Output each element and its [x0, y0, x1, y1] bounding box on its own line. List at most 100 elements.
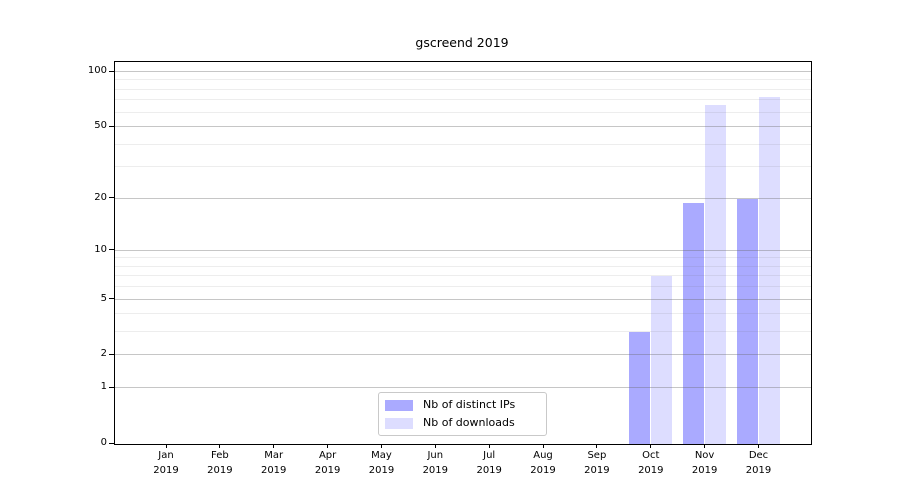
gridline-major-2 — [115, 354, 811, 356]
month-year: 2019 — [691, 464, 718, 476]
month-name: Dec — [748, 450, 769, 461]
month-name: Aug — [533, 450, 553, 461]
month-name: Jan — [158, 450, 174, 461]
x-tick-mark-mar — [273, 444, 275, 448]
month-name: Feb — [211, 450, 229, 461]
y-tick-mark-2 — [109, 353, 114, 355]
gridline-minor-90 — [115, 79, 811, 81]
x-tick-mark-dec — [758, 444, 759, 448]
month-name: Sep — [587, 450, 607, 461]
y-tick-mark-100 — [109, 70, 114, 72]
x-tick-label-dec: Dec 2019 — [732, 449, 786, 478]
x-tick-label-may: May 2019 — [355, 449, 409, 478]
x-tick-label-nov: Nov 2019 — [678, 449, 732, 478]
y-tick-mark-5 — [109, 298, 114, 300]
month-year: 2019 — [368, 464, 395, 476]
y-tick-mark-10 — [109, 249, 114, 251]
x-tick-mark-may — [381, 444, 382, 448]
gridline-minor-3 — [115, 331, 811, 333]
month-name: May — [371, 450, 392, 461]
y-tick-label-2: 2 — [100, 348, 107, 360]
x-tick-mark-apr — [327, 444, 329, 448]
legend-entry-distinct-ips: Nb of distinct IPs — [385, 398, 540, 412]
month-name: Jul — [483, 450, 496, 461]
y-tick-mark-20 — [109, 197, 114, 199]
gridline-minor-6 — [115, 286, 811, 288]
bars-layer — [115, 62, 811, 444]
legend-label-distinct-ips: Nb of distinct IPs — [423, 398, 516, 411]
x-tick-label-jan: Jan 2019 — [139, 449, 193, 478]
y-tick-label-5: 5 — [100, 292, 107, 304]
bar-distinct-ips-dec — [736, 198, 758, 444]
y-tick-mark-1 — [109, 386, 114, 388]
legend-label-downloads: Nb of downloads — [423, 416, 515, 429]
y-tick-mark-0 — [109, 442, 114, 444]
chart-title: gscreend 2019 — [415, 35, 509, 50]
x-tick-label-mar: Mar 2019 — [247, 449, 301, 478]
x-tick-mark-aug — [542, 444, 544, 448]
grid-layer — [115, 62, 811, 444]
x-tick-label-jun: Jun 2019 — [408, 449, 462, 478]
bar-downloads-nov — [704, 105, 726, 444]
month-name: Jun — [427, 450, 444, 461]
legend-swatch-distinct-ips — [385, 399, 413, 411]
x-tick-mark-jul — [488, 444, 490, 448]
month-year: 2019 — [584, 464, 610, 476]
x-tick-mark-nov — [704, 444, 706, 448]
month-year: 2019 — [260, 464, 287, 476]
gridline-minor-70 — [115, 99, 811, 101]
legend-swatch-downloads — [385, 417, 413, 429]
y-tick-label-100: 100 — [87, 65, 107, 76]
gridline-minor-9 — [115, 257, 811, 259]
gridline-major-20 — [115, 197, 811, 199]
month-year: 2019 — [476, 464, 502, 476]
bar-distinct-ips-nov — [682, 202, 704, 444]
legend: Nb of distinct IPs Nb of downloads — [378, 392, 547, 436]
bar-downloads-dec — [758, 97, 780, 444]
y-tick-label-50: 50 — [94, 120, 107, 132]
gridline-minor-80 — [115, 88, 811, 90]
x-tick-label-aug: Aug 2019 — [516, 449, 570, 478]
gridline-major-1 — [115, 387, 811, 389]
x-tick-mark-jan — [165, 444, 167, 448]
gridline-minor-30 — [115, 166, 811, 168]
x-tick-label-apr: Apr 2019 — [301, 449, 355, 478]
month-year: 2019 — [314, 464, 341, 476]
bar-distinct-ips-oct — [628, 332, 650, 444]
month-name: Apr — [318, 450, 337, 461]
month-name: Nov — [694, 450, 715, 461]
legend-entry-downloads: Nb of downloads — [385, 416, 540, 430]
month-year: 2019 — [530, 464, 556, 476]
gridline-minor-7 — [115, 275, 811, 277]
gridline-minor-4 — [115, 313, 811, 315]
y-tick-label-10: 10 — [94, 243, 107, 255]
x-tick-label-feb: Feb 2019 — [193, 449, 247, 478]
y-tick-label-1: 1 — [100, 381, 107, 393]
plot-area — [114, 61, 812, 445]
month-year: 2019 — [638, 464, 664, 476]
month-year: 2019 — [745, 464, 772, 476]
x-tick-mark-jun — [434, 444, 436, 448]
x-tick-label-oct: Oct 2019 — [624, 449, 678, 478]
month-year: 2019 — [207, 464, 233, 476]
x-tick-mark-sep — [596, 444, 598, 448]
month-name: Mar — [264, 450, 284, 461]
bar-downloads-oct — [650, 276, 672, 444]
month-year: 2019 — [153, 464, 179, 476]
gridline-minor-60 — [115, 111, 811, 113]
gridline-major-5 — [115, 298, 811, 300]
y-tick-mark-50 — [109, 125, 114, 127]
x-tick-mark-oct — [650, 444, 652, 448]
month-year: 2019 — [422, 464, 449, 476]
gridline-major-100 — [115, 71, 811, 72]
y-tick-label-0: 0 — [100, 437, 107, 448]
x-tick-label-sep: Sep 2019 — [570, 449, 624, 478]
gridline-minor-40 — [115, 143, 811, 145]
gridline-major-10 — [115, 249, 811, 251]
gridline-minor-8 — [115, 265, 811, 267]
x-tick-label-jul: Jul 2019 — [462, 449, 516, 478]
x-tick-mark-feb — [219, 444, 221, 448]
y-tick-label-20: 20 — [94, 191, 107, 203]
month-name: Oct — [642, 450, 660, 461]
